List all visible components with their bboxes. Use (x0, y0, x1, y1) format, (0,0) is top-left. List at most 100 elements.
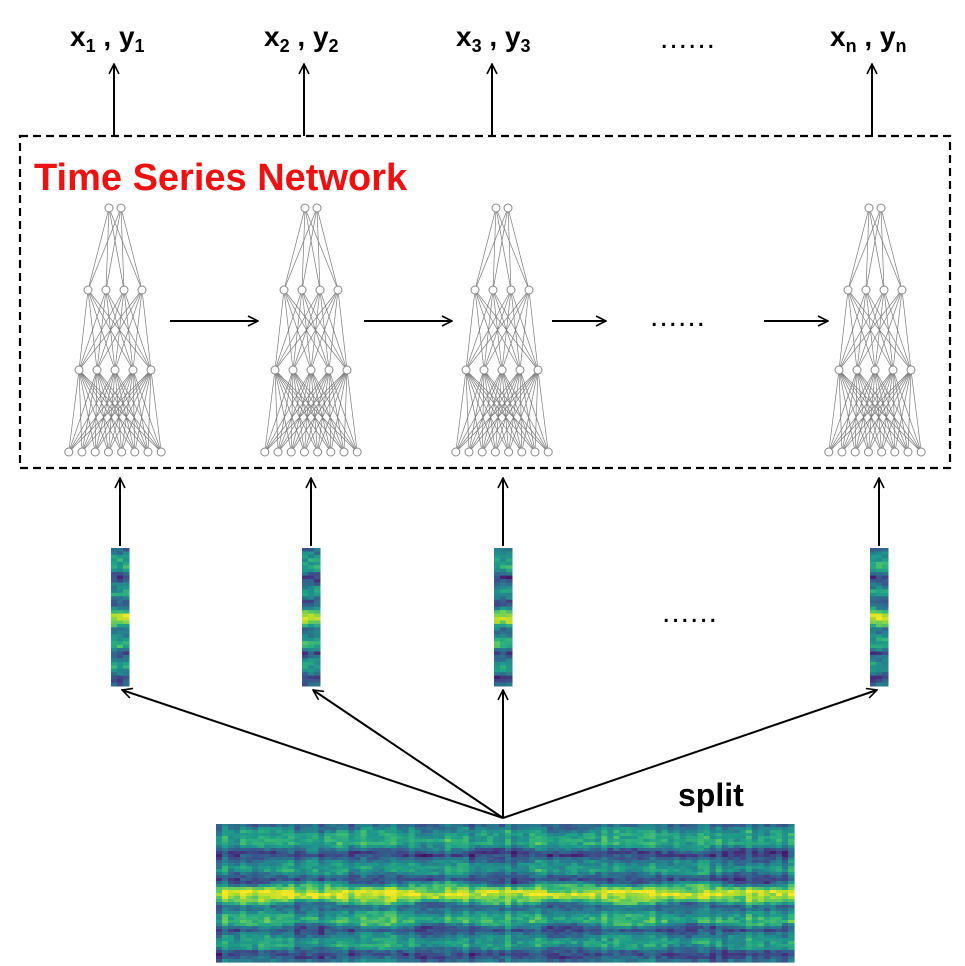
neuron (916, 447, 926, 457)
neuron (90, 447, 100, 457)
neuron (103, 447, 113, 457)
neuron (850, 447, 860, 457)
neuron (315, 285, 325, 295)
neuron (116, 203, 126, 213)
time-slice-2 (302, 548, 321, 687)
neuron (530, 447, 540, 457)
neuron (497, 365, 507, 375)
neuron (903, 447, 913, 457)
neuron (117, 447, 127, 457)
neuron (101, 285, 111, 295)
neuron (146, 365, 156, 375)
neuron (543, 447, 553, 457)
neuron (876, 203, 886, 213)
neuron (515, 365, 525, 375)
neuron (297, 285, 307, 295)
neuron (877, 447, 887, 457)
time-slice-1 (111, 548, 130, 687)
neuron (491, 203, 501, 213)
slice-ellipsis: ...... (662, 596, 718, 629)
neural-network-2 (260, 203, 362, 457)
output-label-1: x1 , y1 (70, 21, 145, 56)
slice-group (111, 548, 889, 687)
neuron (260, 447, 270, 457)
output-label-n: xn , yn (830, 21, 907, 56)
neuron (137, 285, 147, 295)
input-spectrogram (216, 824, 795, 963)
neuron (288, 365, 298, 375)
neuron (504, 447, 514, 457)
neuron (879, 285, 889, 295)
split-arrow-1 (122, 690, 504, 819)
network-edges (455, 207, 549, 453)
neuron (92, 365, 102, 375)
neuron (843, 285, 853, 295)
split-arrow-2 (313, 690, 504, 819)
neuron (74, 365, 84, 375)
neuron (299, 447, 309, 457)
neuron (77, 447, 87, 457)
network-edges (828, 207, 922, 453)
neuron (461, 365, 471, 375)
neuron (333, 285, 343, 295)
neuron (128, 365, 138, 375)
neuron (156, 447, 166, 457)
time-slice-3 (494, 548, 513, 687)
output-labels: x1 , y1 x2 , y2 x3 , y3 ...... xn , yn (70, 21, 907, 56)
neuron (279, 285, 289, 295)
neuron (273, 447, 283, 457)
neuron (451, 447, 461, 457)
neuron (503, 203, 513, 213)
neuron (352, 447, 362, 457)
neuron (863, 447, 873, 457)
neural-network-3 (451, 203, 553, 457)
neuron (464, 447, 474, 457)
neuron (477, 447, 487, 457)
neuron (906, 365, 916, 375)
neuron (326, 447, 336, 457)
neuron (110, 365, 120, 375)
neuron (533, 365, 543, 375)
neuron (130, 447, 140, 457)
input-arrows (120, 478, 879, 546)
neuron (300, 203, 310, 213)
network-edges (68, 207, 162, 453)
neuron (834, 365, 844, 375)
neuron (342, 365, 352, 375)
output-ellipsis: ...... (660, 22, 716, 55)
split-arrows (122, 690, 877, 819)
output-label-3: x3 , y3 (456, 21, 531, 56)
neural-network-1 (64, 203, 166, 457)
neuron (270, 365, 280, 375)
time-slice-4 (870, 548, 889, 687)
neuron (479, 365, 489, 375)
split-arrow-n (502, 690, 877, 819)
neuron (861, 285, 871, 295)
split-label: split (678, 777, 744, 813)
network-ellipsis: ...... (650, 300, 706, 333)
neuron (339, 447, 349, 457)
neuron (313, 447, 323, 457)
neuron (837, 447, 847, 457)
neuron (888, 365, 898, 375)
neuron (870, 365, 880, 375)
network-title: Time Series Network (34, 157, 408, 199)
neuron (286, 447, 296, 457)
neuron (324, 365, 334, 375)
neuron (104, 203, 114, 213)
neuron (524, 285, 534, 295)
neuron (490, 447, 500, 457)
neuron (312, 203, 322, 213)
neuron (306, 365, 316, 375)
output-label-2: x2 , y2 (264, 21, 339, 56)
neuron (852, 365, 862, 375)
neuron (143, 447, 153, 457)
network-edges (264, 207, 358, 453)
neuron (506, 285, 516, 295)
neuron (890, 447, 900, 457)
neuron (897, 285, 907, 295)
network-box (18, 134, 952, 470)
neuron (470, 285, 480, 295)
neuron (83, 285, 93, 295)
